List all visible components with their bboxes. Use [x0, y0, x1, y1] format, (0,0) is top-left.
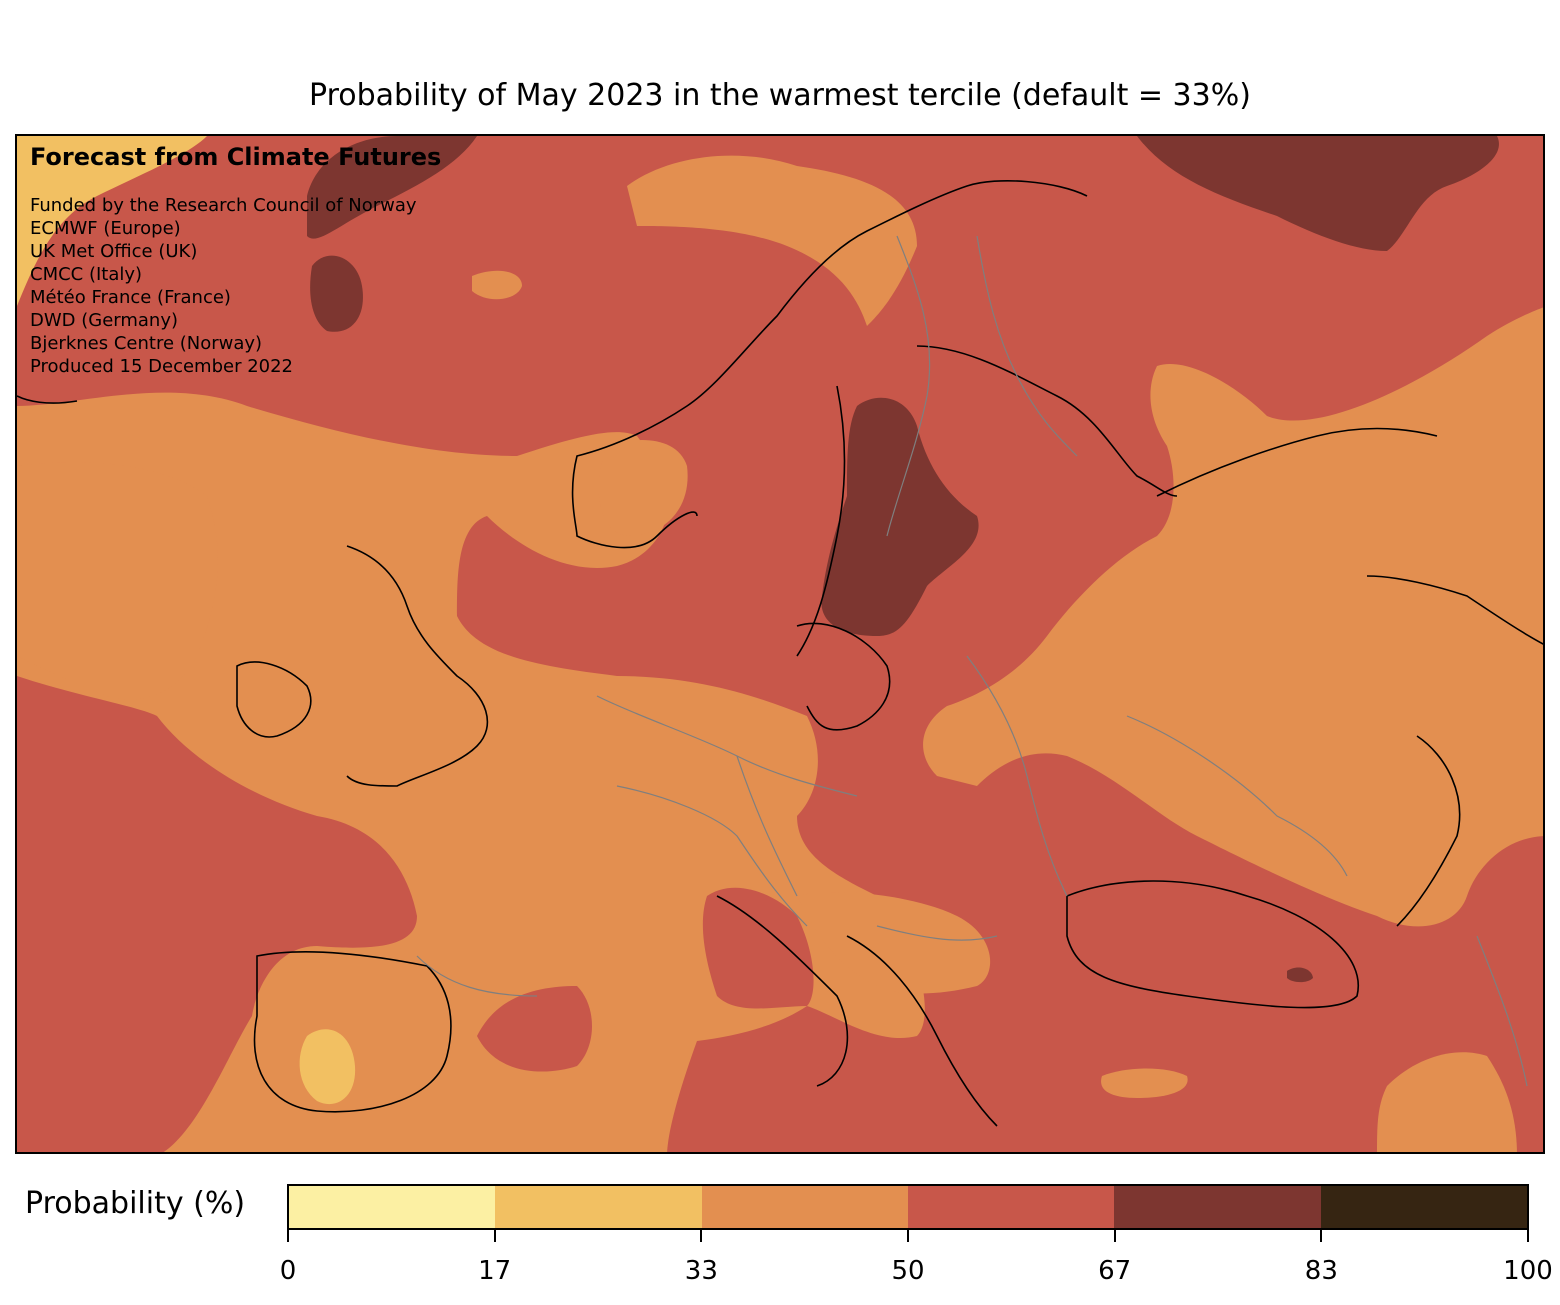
- colorbar-segment: [1320, 1186, 1527, 1228]
- colorbar-segment: [907, 1186, 1115, 1228]
- colorbar-tick-label: 67: [1098, 1256, 1132, 1286]
- credit-title: Forecast from Climate Futures: [30, 143, 442, 171]
- credit-line: UK Met Office (UK): [30, 241, 198, 262]
- colorbar-tick: [700, 1230, 703, 1242]
- colorbar-label: Probability (%): [25, 1186, 246, 1221]
- region-50-67: [17, 676, 814, 1152]
- colorbar-tick-label: 0: [279, 1256, 297, 1286]
- region-17-33: [17, 136, 356, 1105]
- coastlines: [17, 180, 1543, 1127]
- country-borders: [416, 235, 1528, 1087]
- credit-line: DWD (Germany): [30, 310, 179, 331]
- colorbar-tick: [907, 1230, 909, 1242]
- colorbar-tick: [1320, 1230, 1323, 1242]
- colorbar-tick-label: 50: [891, 1256, 925, 1286]
- region-67-83: [307, 136, 1499, 983]
- colorbar-tick: [493, 1230, 496, 1242]
- colorbar-tick: [287, 1230, 289, 1242]
- credit-line: Bjerknes Centre (Norway): [30, 333, 263, 354]
- colorbar: [287, 1184, 1529, 1230]
- credit-line: ECMWF (Europe): [30, 218, 181, 239]
- colorbar-tick-label: 17: [478, 1256, 512, 1286]
- colorbar-segment: [1114, 1186, 1321, 1228]
- colorbar-tick: [1113, 1230, 1116, 1242]
- map-title: Probability of May 2023 in the warmest t…: [309, 78, 1251, 113]
- map-area[interactable]: [15, 134, 1545, 1154]
- credits-block: Funded by the Research Council of Norway…: [30, 194, 417, 378]
- credit-line: CMCC (Italy): [30, 264, 143, 285]
- colorbar-tick-label: 100: [1503, 1256, 1553, 1286]
- colorbar-tick-label: 33: [684, 1256, 718, 1286]
- colorbar-tick-label: 83: [1304, 1256, 1338, 1286]
- colorbar-tick: [1527, 1230, 1529, 1242]
- colorbar-segment: [495, 1186, 702, 1228]
- credit-line: Funded by the Research Council of Norway: [30, 195, 417, 216]
- probability-map: [17, 136, 1543, 1152]
- colorbar-segment: [289, 1186, 496, 1228]
- credit-line: Météo France (France): [30, 287, 231, 308]
- credit-line: Produced 15 December 2022: [30, 356, 294, 377]
- colorbar-segment: [701, 1186, 908, 1228]
